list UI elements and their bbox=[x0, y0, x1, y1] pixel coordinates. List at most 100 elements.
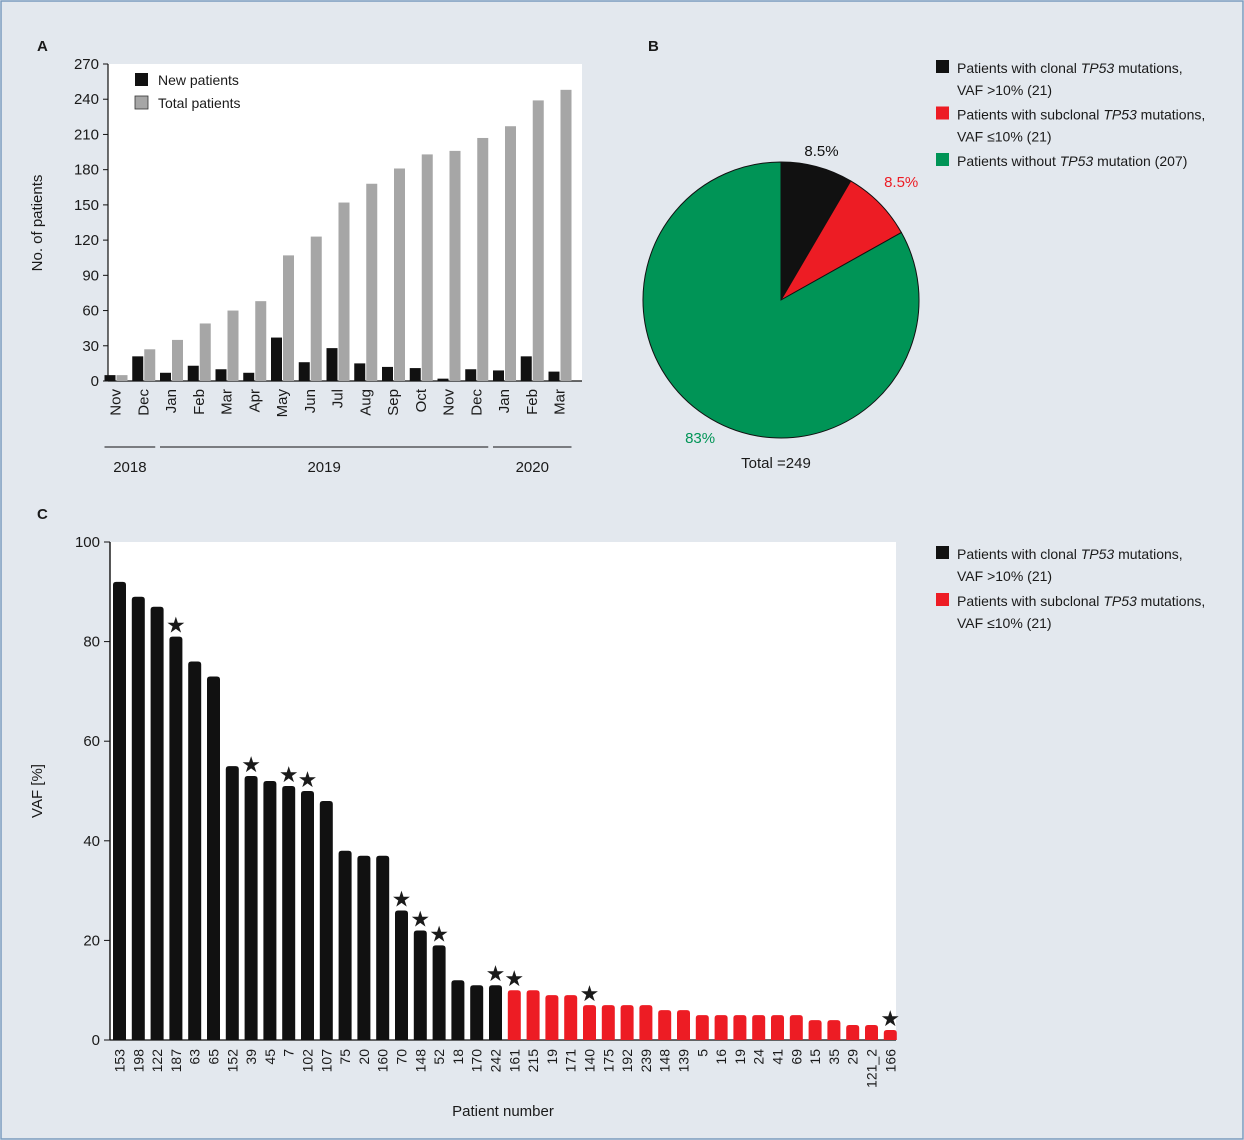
panel-b-letter: B bbox=[648, 38, 659, 55]
panel-c-y-axis-label: VAF [%] bbox=[29, 764, 46, 818]
y-tick-label: 0 bbox=[92, 1032, 100, 1049]
bar-new-patients bbox=[215, 369, 227, 381]
x-tick-label: 161 bbox=[506, 1049, 522, 1073]
bar-total-patients bbox=[394, 168, 405, 381]
vaf-bar-clonal bbox=[395, 910, 408, 1040]
bar-new-patients bbox=[382, 366, 393, 381]
legend-label-part: mutations, bbox=[1137, 107, 1205, 123]
x-tick-label: 35 bbox=[826, 1049, 842, 1065]
y-tick-label: 150 bbox=[74, 197, 99, 214]
vaf-bar-subclonal bbox=[771, 1015, 784, 1040]
legend-label-part: Patients with clonal bbox=[957, 546, 1081, 562]
star-marker: ★ bbox=[298, 767, 318, 792]
bar-new-patients bbox=[409, 368, 421, 381]
x-tick-label: 52 bbox=[431, 1049, 447, 1065]
vaf-bar-clonal bbox=[451, 980, 465, 1040]
vaf-bar-clonal bbox=[244, 776, 258, 1040]
vaf-bar-clonal bbox=[282, 786, 296, 1040]
vaf-bar-subclonal bbox=[658, 1010, 672, 1040]
x-tick-label: 140 bbox=[582, 1049, 598, 1073]
legend-label-part: TP53 bbox=[1103, 593, 1137, 609]
x-tick-label: Jun bbox=[302, 389, 319, 413]
y-tick-label: 90 bbox=[82, 267, 99, 284]
vaf-bar-subclonal bbox=[808, 1020, 822, 1040]
x-tick-label: 122 bbox=[149, 1049, 165, 1073]
x-tick-label: 121_2 bbox=[864, 1049, 880, 1088]
panel-c-plot-area bbox=[110, 542, 896, 1040]
panel-c-bars bbox=[113, 581, 897, 1040]
bar-new-patients bbox=[243, 372, 255, 381]
star-marker: ★ bbox=[486, 961, 506, 986]
vaf-bar-clonal bbox=[150, 606, 164, 1040]
vaf-bar-subclonal bbox=[714, 1015, 728, 1040]
bar-total-patients bbox=[283, 255, 294, 381]
legend-swatch bbox=[936, 546, 949, 559]
legend-swatch bbox=[936, 106, 949, 120]
vaf-bar-clonal bbox=[338, 850, 352, 1040]
pie-slice-label: 8.5% bbox=[884, 174, 918, 191]
x-tick-label: Feb bbox=[524, 389, 541, 415]
vaf-bar-clonal bbox=[376, 855, 390, 1040]
x-tick-label: 171 bbox=[563, 1049, 579, 1073]
x-tick-label: 5 bbox=[694, 1049, 710, 1057]
legend-label-part: mutations, bbox=[1114, 60, 1182, 76]
star-marker: ★ bbox=[241, 752, 261, 777]
star-marker: ★ bbox=[410, 906, 430, 931]
vaf-bar-subclonal bbox=[620, 1005, 634, 1040]
x-tick-label: Mar bbox=[219, 389, 236, 415]
x-tick-label: Jan bbox=[163, 389, 180, 413]
legend-label-part: TP53 bbox=[1081, 60, 1115, 76]
vaf-bar-subclonal bbox=[639, 1005, 653, 1040]
panel-c-legend: Patients with clonal TP53 mutations, VAF … bbox=[936, 546, 1205, 631]
legend-label-part: Patients without bbox=[957, 153, 1060, 169]
panel-b: B 8.5% 8.5% 83% Total =249 Patients with c… bbox=[642, 38, 1205, 472]
vaf-bar-clonal bbox=[113, 581, 126, 1040]
x-tick-label: 19 bbox=[544, 1049, 560, 1065]
legend-label-part: mutations, bbox=[1114, 546, 1182, 562]
x-tick-label: May bbox=[274, 389, 291, 418]
x-tick-label: 170 bbox=[469, 1049, 485, 1073]
legend-label-line1: Patients with subclonal TP53 mutations, bbox=[957, 593, 1205, 609]
x-tick-label: Apr bbox=[246, 389, 263, 412]
legend-label-line1: Patients with clonal TP53 mutations, bbox=[957, 546, 1183, 562]
x-tick-label: Aug bbox=[357, 389, 374, 416]
vaf-bar-clonal bbox=[207, 676, 220, 1040]
x-tick-label: 41 bbox=[770, 1049, 786, 1065]
year-group-label: 2018 bbox=[113, 459, 146, 476]
bar-new-patients bbox=[548, 371, 560, 381]
vaf-bar-subclonal bbox=[526, 990, 540, 1040]
vaf-bar-subclonal bbox=[789, 1015, 803, 1040]
legend-swatch bbox=[936, 593, 949, 606]
legend-label-part: Patients with subclonal bbox=[957, 593, 1103, 609]
legend-swatch-new-patients bbox=[135, 73, 148, 86]
vaf-bar-subclonal bbox=[601, 1005, 615, 1040]
legend-label-part: TP53 bbox=[1103, 107, 1137, 123]
x-tick-label: Feb bbox=[191, 389, 208, 415]
bar-total-patients bbox=[116, 375, 128, 381]
bar-new-patients bbox=[493, 370, 504, 381]
vaf-bar-subclonal bbox=[583, 1005, 596, 1040]
panel-a: A No. of patients 0 30 60 90 120 150 180 210 240… bbox=[29, 38, 582, 476]
bar-total-patients bbox=[560, 89, 572, 382]
x-tick-label: 24 bbox=[751, 1049, 767, 1065]
panel-a-x-tick-labels: Nov Dec Jan Feb Mar Apr May Jun Jul Aug Sep Oct Nov D… bbox=[108, 388, 569, 417]
x-tick-label: 102 bbox=[300, 1049, 316, 1073]
x-tick-label: 7 bbox=[281, 1049, 297, 1057]
vaf-bar-clonal bbox=[319, 800, 333, 1040]
vaf-bar-subclonal bbox=[752, 1015, 766, 1040]
y-tick-label: 240 bbox=[74, 91, 99, 108]
x-tick-label: 153 bbox=[112, 1049, 128, 1073]
legend-label-line2: VAF ≤10% (21) bbox=[957, 615, 1052, 631]
panel-a-letter: A bbox=[37, 38, 48, 55]
legend-label-part: TP53 bbox=[1060, 153, 1094, 169]
vaf-bar-clonal bbox=[489, 985, 502, 1040]
vaf-bar-clonal bbox=[169, 636, 183, 1040]
x-tick-label: 70 bbox=[394, 1049, 410, 1065]
bar-new-patients bbox=[437, 378, 449, 381]
x-tick-label: 15 bbox=[807, 1049, 823, 1065]
vaf-bar-clonal bbox=[470, 985, 484, 1040]
vaf-bar-clonal bbox=[131, 596, 145, 1040]
y-tick-label: 270 bbox=[74, 56, 99, 73]
bar-total-patients bbox=[421, 154, 433, 381]
